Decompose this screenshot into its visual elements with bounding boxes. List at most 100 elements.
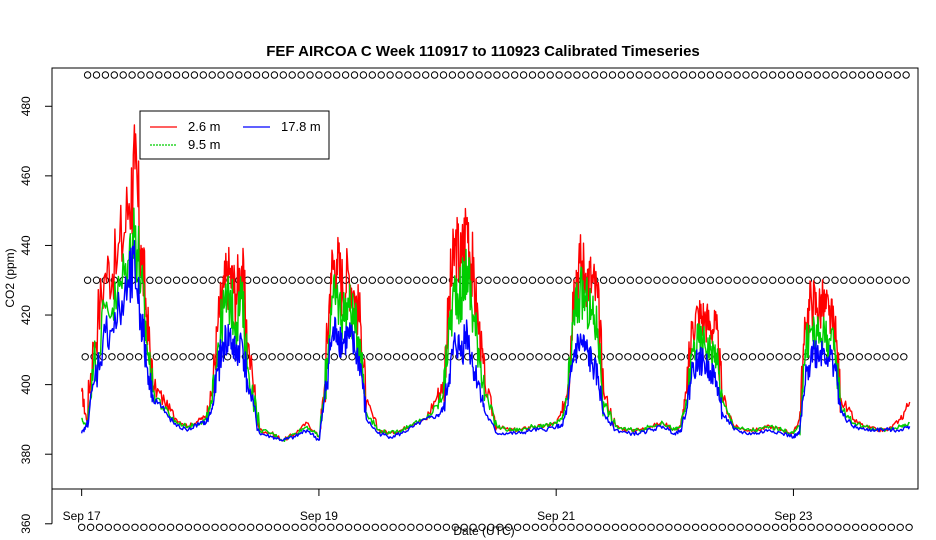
calibration-marker — [155, 71, 163, 79]
calibration-marker — [519, 71, 528, 79]
calibration-marker — [769, 276, 777, 284]
calibration-marker — [680, 276, 688, 284]
calibration-marker — [671, 276, 679, 284]
calibration-marker — [528, 71, 537, 79]
calibration-marker — [540, 523, 548, 531]
calibration-marker — [760, 276, 768, 284]
calibration-marker — [891, 353, 899, 361]
calibration-marker — [528, 276, 537, 284]
calibration-marker — [864, 353, 872, 361]
calibration-marker — [642, 353, 650, 361]
calibration-marker — [816, 523, 824, 531]
calibration-marker — [197, 353, 205, 361]
calibration-marker — [238, 523, 246, 531]
calibration-marker — [430, 276, 439, 284]
y-tick-label-1: 380 — [19, 444, 33, 464]
calibration-marker — [706, 276, 715, 284]
calibration-marker — [511, 71, 519, 79]
x-tick-label-1: Sep 19 — [300, 509, 338, 523]
calibration-marker — [519, 276, 528, 284]
calibration-marker — [161, 353, 170, 361]
calibration-marker — [484, 71, 492, 79]
calibration-marker — [457, 71, 465, 79]
calibration-marker — [771, 523, 780, 531]
calibration-marker — [902, 71, 910, 79]
calibration-marker — [697, 71, 706, 79]
calibration-marker — [270, 71, 279, 79]
calibration-marker — [742, 71, 750, 79]
legend: 2.6 m 9.5 m 17.8 m — [139, 110, 330, 160]
calibration-marker — [709, 523, 718, 531]
calibration-marker — [849, 71, 857, 79]
calibration-marker — [336, 523, 344, 531]
calibration-marker — [594, 523, 602, 531]
calibration-marker — [727, 523, 735, 531]
calibration-marker — [807, 523, 815, 531]
calibration-marker — [522, 523, 531, 531]
calibration-marker — [422, 276, 430, 284]
calibration-marker — [620, 523, 629, 531]
calibration-marker — [164, 71, 172, 79]
calibration-marker — [493, 71, 501, 79]
calibration-marker — [451, 523, 459, 531]
calibration-marker — [398, 523, 406, 531]
calibration-marker — [902, 276, 910, 284]
calibration-marker — [312, 353, 321, 361]
calibration-marker — [170, 353, 178, 361]
calibration-marker — [211, 523, 219, 531]
calibration-marker — [270, 276, 279, 284]
calibration-marker — [404, 71, 412, 79]
calibration-marker — [104, 523, 113, 531]
calibration-marker — [760, 71, 768, 79]
calibration-marker — [878, 523, 887, 531]
calibration-marker — [585, 523, 593, 531]
calibration-marker — [576, 523, 584, 531]
calibration-marker — [392, 353, 401, 361]
calibration-marker — [460, 523, 468, 531]
calibration-marker — [882, 353, 890, 361]
calibration-marker — [633, 353, 641, 361]
calibration-marker — [567, 523, 575, 531]
calibration-marker — [341, 71, 350, 79]
y-axis-label: CO2 (ppm) — [3, 248, 17, 307]
calibration-marker — [843, 523, 851, 531]
calibration-marker — [300, 523, 308, 531]
calibration-marker — [629, 523, 637, 531]
calibration-marker — [831, 71, 839, 79]
calibration-marker — [377, 71, 385, 79]
calibration-marker — [608, 276, 617, 284]
calibration-marker — [722, 353, 730, 361]
calibration-marker — [401, 353, 410, 361]
calibration-marker — [733, 71, 741, 79]
calibration-marker — [793, 353, 801, 361]
calibration-marker — [599, 276, 608, 284]
calibration-marker — [261, 71, 270, 79]
calibration-marker — [706, 71, 715, 79]
calibration-marker — [731, 353, 739, 361]
calibration-marker — [273, 523, 282, 531]
calibration-marker — [368, 71, 376, 79]
calibration-marker — [362, 523, 371, 531]
calibration-marker — [223, 353, 232, 361]
calibration-marker — [754, 523, 762, 531]
calibration-marker — [786, 276, 795, 284]
calibration-marker — [546, 71, 554, 79]
calibration-marker — [751, 71, 759, 79]
calibration-marker — [647, 523, 655, 531]
calibration-marker — [858, 71, 866, 79]
calibration-marker — [777, 276, 786, 284]
calibration-marker — [350, 276, 359, 284]
calibration-marker — [659, 353, 668, 361]
calibration-marker — [757, 353, 766, 361]
calibration-marker — [499, 353, 508, 361]
calibration-marker — [887, 523, 895, 531]
calibration-marker — [766, 353, 774, 361]
calibration-marker — [375, 353, 383, 361]
calibration-marker — [846, 353, 855, 361]
calibration-marker — [261, 276, 270, 284]
calibration-marker — [715, 71, 723, 79]
calibration-marker — [380, 523, 388, 531]
calibration-marker — [430, 71, 439, 79]
calibration-marker — [653, 276, 661, 284]
calibration-marker — [544, 353, 552, 361]
